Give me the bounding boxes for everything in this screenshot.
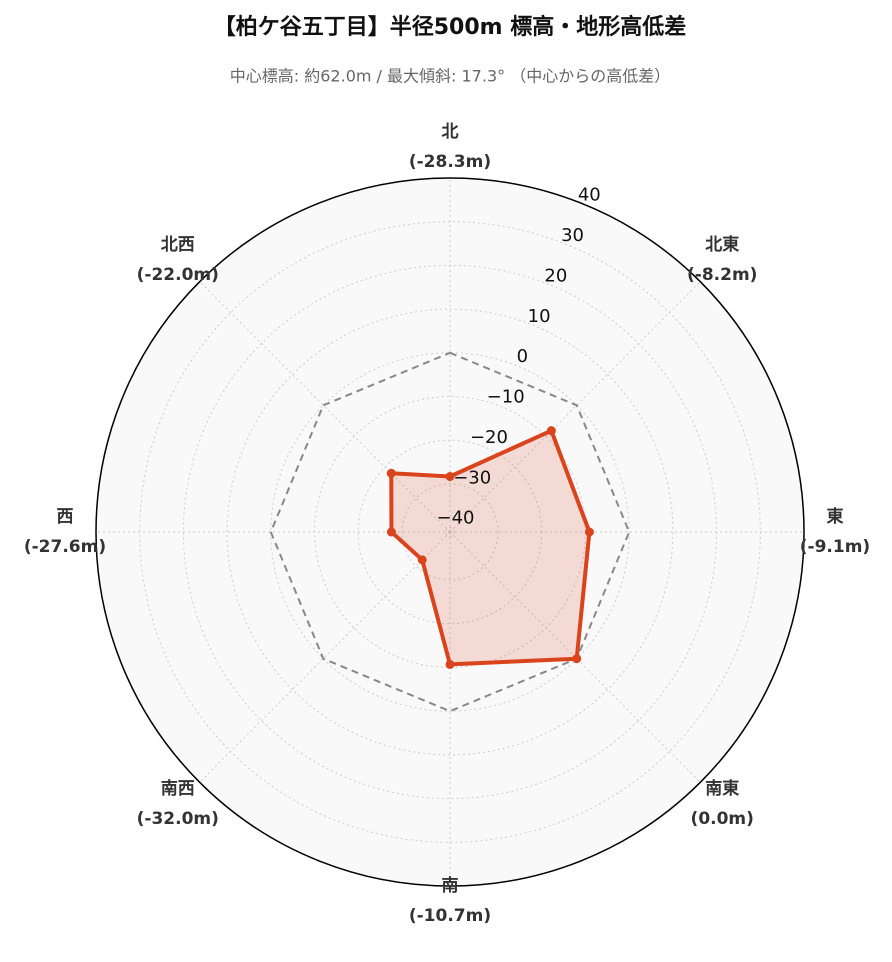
category-label: 南 <box>442 875 459 896</box>
data-point <box>386 468 396 478</box>
reference-line <box>269 351 631 713</box>
r-tick-label: −30 <box>453 467 491 488</box>
r-tick-label: −10 <box>487 387 525 408</box>
plot-border <box>95 177 805 887</box>
value-label: (0.0m) <box>691 809 754 829</box>
grid-spoke <box>449 281 701 533</box>
grid-ring <box>445 527 455 537</box>
value-label: (-22.0m) <box>137 265 219 285</box>
r-tick-label: 0 <box>517 346 528 367</box>
grid-spoke <box>199 281 451 533</box>
data-point <box>572 654 582 664</box>
value-label: (-27.6m) <box>24 537 106 557</box>
data-point <box>445 659 455 669</box>
r-tick-label: −20 <box>470 427 508 448</box>
chart-title: 【柏ケ谷五丁目】半径500m 標高・地形高低差 <box>214 14 687 40</box>
chart-subtitle: 中心標高: 約62.0m / 最大傾斜: 17.3° （中心からの高低差） <box>230 67 670 86</box>
r-tick-label: 30 <box>561 225 584 246</box>
grid-ring <box>226 308 674 756</box>
r-tick-label: −40 <box>436 508 474 529</box>
value-label: (-9.1m) <box>800 537 870 557</box>
grid-spoke <box>199 531 451 783</box>
r-tick-label: 10 <box>528 306 551 327</box>
r-tick-label: 20 <box>544 265 567 286</box>
value-label: (-28.3m) <box>409 152 491 172</box>
grid-ring <box>401 483 499 581</box>
value-label: (-10.7m) <box>409 906 491 926</box>
category-label: 北西 <box>161 235 195 255</box>
category-label: 北 <box>442 122 459 142</box>
data-point <box>445 471 455 481</box>
value-label: (-8.2m) <box>687 265 757 285</box>
data-point <box>417 555 427 565</box>
category-label: 東 <box>827 506 844 527</box>
data-point <box>584 527 594 537</box>
category-label: 南西 <box>161 778 195 799</box>
value-label: (-32.0m) <box>137 809 219 829</box>
grid-ring <box>270 352 630 712</box>
r-tick-label: 40 <box>578 185 601 206</box>
data-point <box>386 527 396 537</box>
category-label: 南東 <box>705 778 739 799</box>
category-label: 北東 <box>705 234 739 255</box>
data-point <box>546 426 556 436</box>
category-label: 西 <box>57 507 74 527</box>
